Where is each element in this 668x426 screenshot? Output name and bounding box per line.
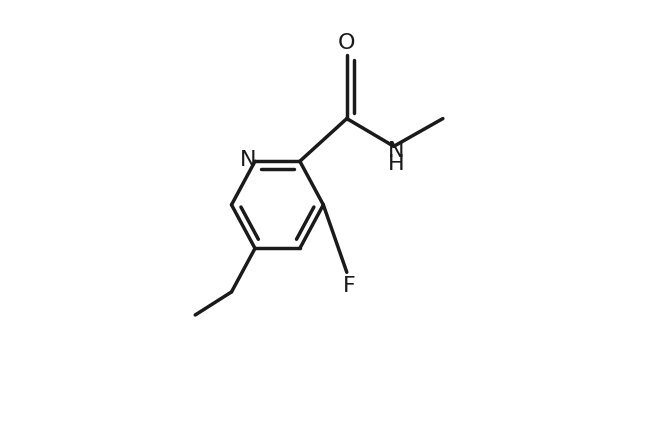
Text: O: O [338, 33, 355, 52]
Text: N: N [240, 150, 257, 170]
Text: H: H [387, 153, 404, 173]
Text: N: N [387, 141, 404, 160]
Text: F: F [343, 276, 355, 295]
